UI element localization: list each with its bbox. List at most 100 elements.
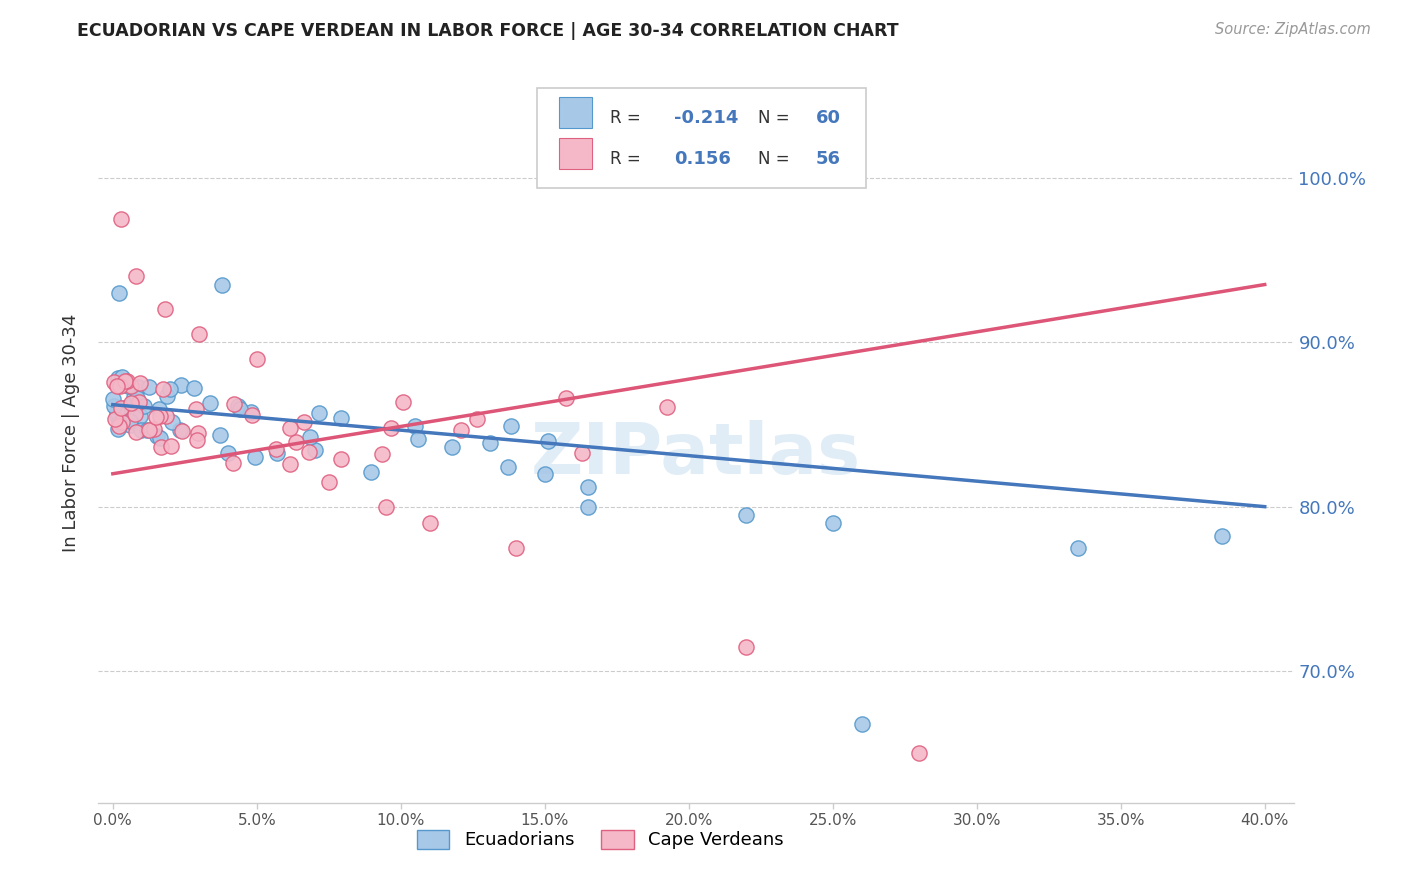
- Point: [208, 428, 231, 442]
- Point: [149, 409, 172, 423]
- Point: [120, 417, 142, 432]
- Point: [104, 412, 127, 426]
- Point: [404, 419, 426, 434]
- Point: [160, 415, 183, 429]
- Point: [555, 391, 578, 405]
- Point: [330, 451, 353, 466]
- Point: [110, 211, 132, 226]
- Point: [501, 418, 523, 433]
- Point: [170, 378, 193, 392]
- Point: [108, 416, 131, 430]
- Text: 60: 60: [815, 109, 841, 127]
- Point: [186, 433, 208, 447]
- Point: [184, 401, 207, 416]
- Point: [304, 443, 326, 458]
- Text: N =: N =: [758, 150, 794, 168]
- Point: [129, 423, 152, 437]
- Point: [125, 391, 148, 405]
- Point: [536, 434, 558, 448]
- Point: [571, 445, 593, 459]
- Text: -0.214: -0.214: [675, 109, 738, 127]
- Point: [655, 400, 678, 414]
- Point: [292, 415, 315, 429]
- Text: Source: ZipAtlas.com: Source: ZipAtlas.com: [1215, 22, 1371, 37]
- Point: [183, 381, 205, 395]
- Point: [821, 516, 844, 530]
- Point: [145, 409, 167, 424]
- Point: [371, 447, 394, 461]
- Point: [117, 379, 139, 393]
- Point: [128, 394, 150, 409]
- Point: [107, 378, 129, 392]
- Point: [138, 423, 160, 437]
- FancyBboxPatch shape: [558, 138, 592, 169]
- Point: [124, 407, 146, 421]
- Point: [908, 747, 931, 761]
- Legend: Ecuadorians, Cape Verdeans: Ecuadorians, Cape Verdeans: [409, 823, 792, 856]
- Point: [172, 424, 194, 438]
- Point: [117, 374, 139, 388]
- Text: 56: 56: [815, 150, 841, 168]
- Text: N =: N =: [758, 109, 794, 127]
- Point: [169, 423, 191, 437]
- Point: [127, 380, 149, 394]
- Point: [440, 440, 463, 454]
- Point: [107, 422, 129, 436]
- Point: [105, 404, 128, 418]
- Point: [120, 414, 142, 428]
- Point: [285, 434, 308, 449]
- Point: [198, 396, 221, 410]
- Point: [111, 415, 134, 429]
- Point: [217, 446, 239, 460]
- Point: [125, 425, 148, 440]
- Point: [479, 436, 502, 450]
- Point: [330, 411, 353, 425]
- Point: [266, 442, 288, 456]
- Point: [122, 396, 145, 410]
- Point: [125, 269, 148, 284]
- Point: [148, 431, 170, 445]
- Point: [533, 467, 555, 481]
- Point: [375, 500, 398, 514]
- FancyBboxPatch shape: [537, 88, 866, 188]
- Point: [152, 382, 174, 396]
- Point: [136, 423, 159, 437]
- Point: [187, 426, 209, 441]
- Point: [138, 380, 160, 394]
- Point: [108, 419, 131, 434]
- Text: R =: R =: [610, 150, 645, 168]
- Point: [122, 391, 145, 405]
- Point: [103, 392, 125, 406]
- Point: [318, 475, 340, 489]
- Point: [496, 460, 519, 475]
- Point: [280, 420, 302, 434]
- Point: [222, 397, 245, 411]
- Point: [266, 445, 288, 459]
- Point: [114, 374, 136, 388]
- Point: [159, 382, 181, 396]
- Point: [360, 465, 382, 479]
- Point: [107, 371, 129, 385]
- Point: [228, 402, 250, 417]
- Point: [156, 389, 179, 403]
- Point: [155, 409, 177, 424]
- Text: ZIPatlas: ZIPatlas: [531, 420, 860, 490]
- Point: [308, 406, 330, 420]
- Point: [1211, 529, 1233, 543]
- Point: [278, 458, 301, 472]
- Point: [392, 394, 415, 409]
- Point: [188, 326, 211, 341]
- Point: [143, 422, 166, 436]
- Point: [239, 405, 262, 419]
- Text: R =: R =: [610, 109, 645, 127]
- Point: [851, 716, 873, 731]
- Point: [505, 541, 527, 555]
- Point: [148, 402, 170, 417]
- FancyBboxPatch shape: [558, 97, 592, 128]
- Point: [112, 401, 135, 415]
- Point: [150, 440, 173, 454]
- Point: [735, 640, 758, 654]
- Point: [103, 400, 125, 414]
- Point: [222, 456, 245, 470]
- Point: [132, 400, 155, 414]
